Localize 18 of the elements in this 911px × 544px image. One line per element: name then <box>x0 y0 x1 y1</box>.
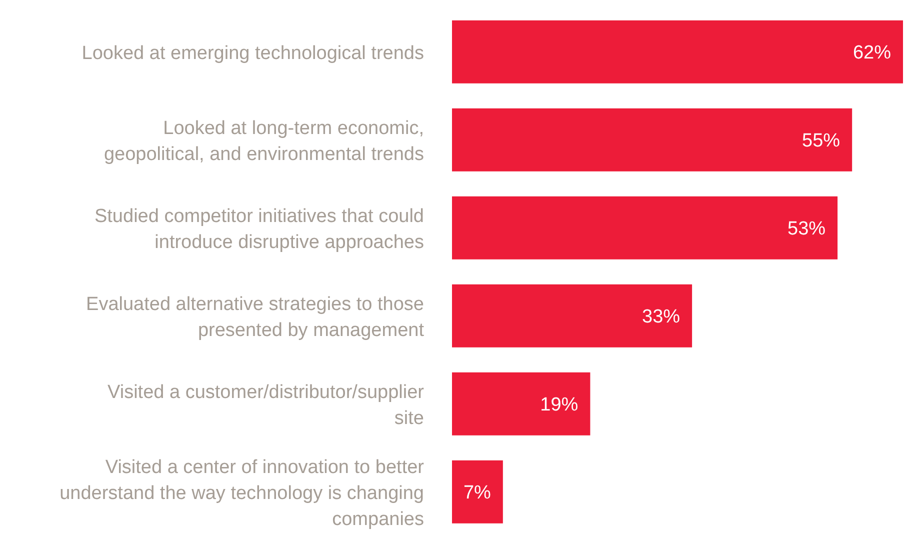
bar <box>452 284 692 348</box>
data-label: 7% <box>463 482 492 504</box>
y-tick-label: Visited a center of innovation to better understand the way technology is changing companies <box>60 457 425 530</box>
bar <box>452 108 852 172</box>
data-label: 62% <box>852 42 892 64</box>
bar <box>452 460 503 524</box>
data-label: 33% <box>642 306 680 328</box>
y-tick-label: Studied competitor initiatives that could introduce disruptive approaches <box>94 206 424 253</box>
data-label: 53% <box>788 218 826 240</box>
data-label: 55% <box>802 130 840 152</box>
bar <box>452 20 903 84</box>
data-label: 19% <box>540 394 578 416</box>
y-tick-label: Looked at long-term economic, geopolitical, and environmental trends <box>104 118 424 165</box>
y-tick-label: Visited a customer/distributor/supplier site <box>108 382 425 429</box>
y-tick-label: Evaluated alternative strategies to those presented by management <box>86 294 425 341</box>
y-tick-label: Looked at emerging technological trends <box>82 43 424 64</box>
bar <box>452 196 838 260</box>
bar <box>452 372 590 436</box>
